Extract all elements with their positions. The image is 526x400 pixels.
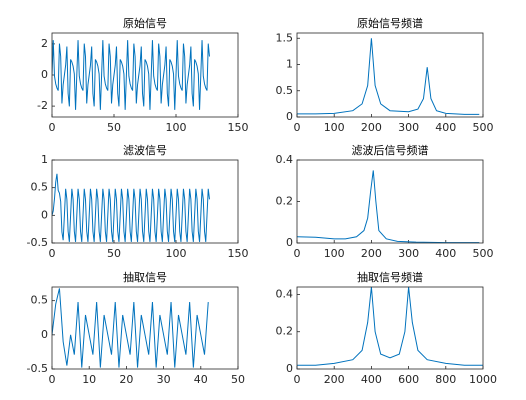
chart-title: 抽取信号频谱 [357,270,423,284]
y-tick-label: -0.5 [27,236,48,249]
data-line [297,170,480,243]
x-tick-label: 200 [324,373,345,386]
x-tick-label: 0 [294,121,301,134]
x-tick-label: 1000 [469,373,497,386]
y-tick-label: 0 [41,328,48,341]
chart-title: 原始信号 [123,16,167,30]
x-tick-label: 30 [157,373,171,386]
axes-box [296,159,484,244]
axes-box [51,286,239,370]
x-tick-label: 50 [231,373,245,386]
y-tick-label: 0.4 [276,287,294,300]
axes-box [296,32,484,118]
x-tick-label: 0 [294,247,301,260]
y-tick-label: 0.2 [276,325,294,338]
x-tick-label: 400 [435,247,456,260]
x-tick-label: 100 [324,247,345,260]
subplot: 原始信号频谱 0 100 200 300 400 500 0 0.5 1 1.5 [276,16,494,134]
x-tick-label: 0 [49,121,56,134]
y-tick-label: -0.5 [27,362,48,375]
x-tick-label: 50 [107,121,121,134]
data-line [52,40,210,110]
axes-box [296,286,484,370]
chart-title: 滤波后信号频谱 [352,143,429,157]
y-tick-label: 1 [286,58,293,71]
chart-title: 抽取信号 [123,270,167,284]
subplot: 滤波后信号频谱 0 100 200 300 400 500 0 0.2 0.4 [276,143,494,260]
y-tick-label: 0 [286,110,293,123]
x-tick-label: 200 [361,121,382,134]
y-tick-label: 0 [41,68,48,81]
x-tick-label: 100 [324,121,345,134]
y-tick-label: 2 [41,37,48,50]
y-tick-label: 0.5 [276,84,294,97]
x-tick-label: 50 [107,247,121,260]
y-tick-label: 1.5 [276,31,294,44]
x-tick-label: 100 [166,247,187,260]
y-tick-label: 0 [286,362,293,375]
y-tick-label: 0 [286,236,293,249]
x-tick-label: 0 [49,247,56,260]
x-tick-label: 0 [294,373,301,386]
y-tick-label: 0.5 [31,181,49,194]
data-line [52,288,209,368]
y-tick-label: 0 [41,208,48,221]
x-tick-label: 400 [361,373,382,386]
y-tick-label: 0.2 [276,195,294,208]
x-tick-label: 150 [228,247,249,260]
y-tick-label: 0.4 [276,153,294,166]
x-tick-label: 500 [473,121,494,134]
x-tick-label: 100 [166,121,187,134]
axes-box [51,32,239,118]
data-line [297,38,480,115]
data-line [297,287,483,366]
x-tick-label: 300 [398,247,419,260]
x-tick-label: 400 [435,121,456,134]
subplot: 抽取信号频谱 0 200 400 600 800 1000 0 0.2 0.4 [276,270,498,386]
y-tick-label: -2 [37,99,48,112]
x-tick-label: 800 [435,373,456,386]
x-tick-label: 10 [82,373,96,386]
x-tick-label: 0 [49,373,56,386]
data-line [52,173,210,242]
x-tick-label: 600 [398,373,419,386]
axes-box [51,159,239,244]
x-tick-label: 200 [361,247,382,260]
x-tick-label: 40 [194,373,208,386]
chart-title: 原始信号频谱 [357,16,423,30]
x-tick-label: 150 [228,121,249,134]
chart-title: 滤波信号 [123,144,167,157]
x-tick-label: 300 [398,121,419,134]
y-tick-label: 1 [41,153,48,166]
x-tick-label: 20 [119,373,133,386]
x-tick-label: 500 [473,247,494,260]
y-tick-label: 0.5 [31,294,49,307]
